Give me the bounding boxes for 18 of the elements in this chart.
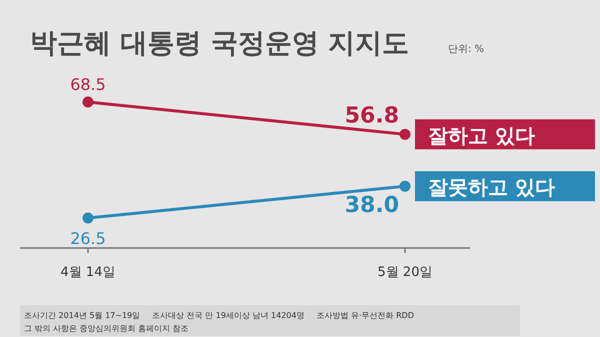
- annotation: 조사기간 2014년 5월 17~19일: [24, 311, 140, 320]
- point: [400, 180, 410, 192]
- label: 56.8: [344, 103, 399, 128]
- legend: 잘하고 있다: [428, 123, 535, 148]
- annotation: 그 밖의 사항은 중앙심의위원회 홈페이지 참조: [24, 324, 189, 333]
- title: 박근혜 대통령 국정운영 지지도: [30, 28, 410, 59]
- annotation: 조사방법 유·무선전화 RDD: [316, 311, 414, 320]
- label: 68.5: [70, 75, 106, 94]
- xtick: 4월 14일: [60, 265, 116, 280]
- legend: 잘못하고 있다: [428, 175, 555, 200]
- xtick: 5월 20일: [378, 265, 432, 280]
- subtitle: 단위: %: [448, 44, 484, 55]
- label: 38.0: [344, 193, 399, 218]
- point: [400, 128, 410, 140]
- point: [82, 96, 94, 108]
- label: 26.5: [70, 229, 106, 248]
- annotation: 조사대상 전국 만 19세이상 남녀 14204명: [152, 311, 304, 320]
- point: [82, 212, 94, 224]
